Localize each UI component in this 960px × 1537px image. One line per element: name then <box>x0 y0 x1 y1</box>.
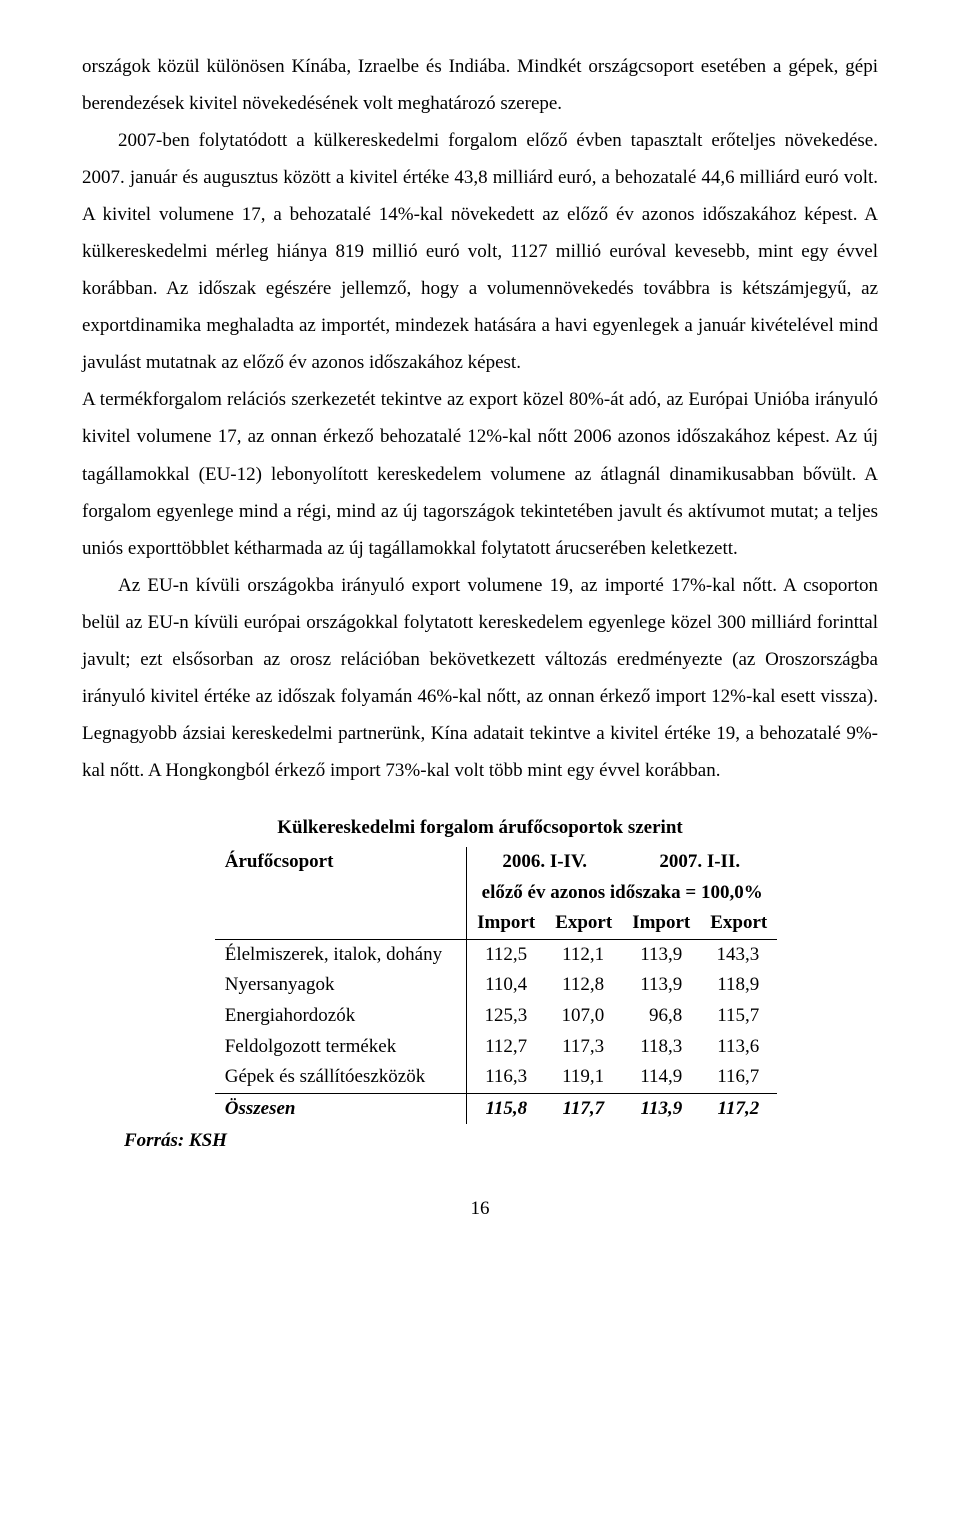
cell: 113,9 <box>622 939 700 970</box>
basis-line: előző év azonos időszaka = 100,0% <box>467 878 778 909</box>
cell: 110,4 <box>467 970 546 1001</box>
cell: 112,1 <box>545 939 622 970</box>
table-row-total: Összesen 115,8 117,7 113,9 117,2 <box>215 1093 778 1124</box>
table-source: Forrás: KSH <box>124 1130 868 1152</box>
col-header-period-2: 2007. I-II. <box>622 847 777 878</box>
col-header-group: Árufőcsoport <box>215 847 467 939</box>
row-label: Energiahordozók <box>215 1001 467 1032</box>
row-label: Gépek és szállítóeszközök <box>215 1062 467 1093</box>
cell: 117,2 <box>700 1093 777 1124</box>
col-export-2: Export <box>700 908 777 939</box>
table-wrap: Árufőcsoport 2006. I-IV. 2007. I-II. elő… <box>82 847 878 1152</box>
col-export-1: Export <box>545 908 622 939</box>
cell: 117,7 <box>545 1093 622 1124</box>
page-number: 16 <box>82 1198 878 1220</box>
cell: 116,7 <box>700 1062 777 1093</box>
cell: 112,7 <box>467 1032 546 1063</box>
row-label: Nyersanyagok <box>215 970 467 1001</box>
table-row: Energiahordozók 125,3 107,0 96,8 115,7 <box>215 1001 778 1032</box>
table-row: Élelmiszerek, italok, dohány 112,5 112,1… <box>215 939 778 970</box>
cell: 96,8 <box>622 1001 700 1032</box>
cell: 143,3 <box>700 939 777 970</box>
row-label-total: Összesen <box>215 1093 467 1124</box>
table-title: Külkereskedelmi forgalom árufőcsoportok … <box>82 817 878 839</box>
cell: 115,7 <box>700 1001 777 1032</box>
col-header-period-1: 2006. I-IV. <box>467 847 623 878</box>
cell: 119,1 <box>545 1062 622 1093</box>
page: országok közül különösen Kínába, Izraelb… <box>0 0 960 1260</box>
cell: 125,3 <box>467 1001 546 1032</box>
cell: 114,9 <box>622 1062 700 1093</box>
row-label: Feldolgozott termékek <box>215 1032 467 1063</box>
para-1: országok közül különösen Kínába, Izraelb… <box>82 48 878 122</box>
cell: 107,0 <box>545 1001 622 1032</box>
table-row: Nyersanyagok 110,4 112,8 113,9 118,9 <box>215 970 778 1001</box>
cell: 113,9 <box>622 970 700 1001</box>
col-import-2: Import <box>622 908 700 939</box>
cell: 116,3 <box>467 1062 546 1093</box>
trade-table: Árufőcsoport 2006. I-IV. 2007. I-II. elő… <box>215 847 778 1124</box>
row-label: Élelmiszerek, italok, dohány <box>215 939 467 970</box>
para-2: 2007-ben folytatódott a külkereskedelmi … <box>82 122 878 381</box>
cell: 117,3 <box>545 1032 622 1063</box>
cell: 118,9 <box>700 970 777 1001</box>
table-row: Feldolgozott termékek 112,7 117,3 118,3 … <box>215 1032 778 1063</box>
cell: 115,8 <box>467 1093 546 1124</box>
cell: 112,5 <box>467 939 546 970</box>
para-4: Az EU-n kívüli országokba irányuló expor… <box>82 567 878 789</box>
col-import-1: Import <box>467 908 546 939</box>
cell: 112,8 <box>545 970 622 1001</box>
cell: 118,3 <box>622 1032 700 1063</box>
cell: 113,6 <box>700 1032 777 1063</box>
para-3: A termékforgalom relációs szerkezetét te… <box>82 381 878 566</box>
body-text: országok közül különösen Kínába, Izraelb… <box>82 48 878 789</box>
cell: 113,9 <box>622 1093 700 1124</box>
table-row: Gépek és szállítóeszközök 116,3 119,1 11… <box>215 1062 778 1093</box>
